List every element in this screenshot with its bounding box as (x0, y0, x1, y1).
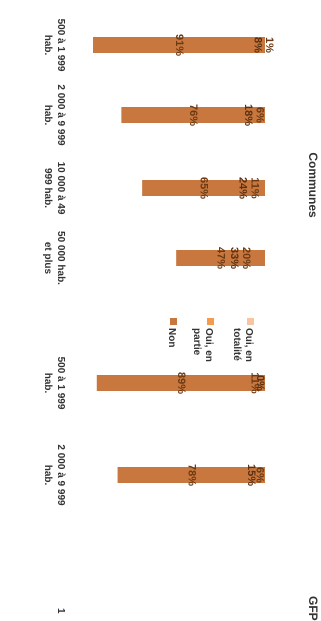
category-label: 10 000 à 49999 hab. (42, 162, 66, 215)
data-label: 89% (175, 372, 187, 394)
data-label: 6% (253, 107, 265, 123)
data-label: 33% (228, 247, 240, 269)
data-label: 47% (215, 247, 227, 269)
bar-segment (121, 107, 265, 123)
data-label: 18% (242, 104, 254, 126)
category-label: 50 000 hab.et plus (42, 231, 66, 285)
data-label: 11% (249, 372, 261, 394)
legend-label: Oui, enpartie (191, 328, 214, 362)
category-label: 2 000 à 9 999hab. (42, 84, 66, 146)
bar-segment (96, 375, 265, 391)
category-label: 2 000 à 9 999hab. (42, 444, 66, 506)
legend-swatch (207, 318, 214, 325)
data-label: 65% (198, 177, 210, 199)
data-label: 0% (254, 375, 266, 391)
group-title-communes: Communes (306, 152, 320, 218)
legend-swatch (247, 318, 254, 325)
data-label: 91% (173, 34, 185, 56)
legend-label: Non (166, 328, 177, 347)
bar-segment (142, 180, 265, 196)
data-label: 1% (263, 37, 275, 53)
data-label: 11% (249, 177, 261, 199)
data-label: 76% (187, 104, 199, 126)
legend-label: Oui, entotalité (231, 328, 254, 362)
group-title-gfp: GFP (306, 596, 320, 621)
legend-swatch (170, 318, 177, 325)
data-label: 78% (185, 464, 197, 486)
category-label: 500 à 1 999hab. (42, 357, 66, 410)
data-label: 6% (253, 467, 265, 483)
category-label: 500 à 1 999hab. (42, 19, 66, 72)
bar-segment (93, 37, 265, 53)
category-label: 1 (55, 608, 66, 614)
data-label: 24% (236, 177, 248, 199)
data-label: 20% (240, 247, 252, 269)
data-label: 15% (245, 464, 257, 486)
bar-segment (176, 250, 265, 266)
data-label: 8% (251, 37, 263, 53)
bar-segment (117, 467, 265, 483)
